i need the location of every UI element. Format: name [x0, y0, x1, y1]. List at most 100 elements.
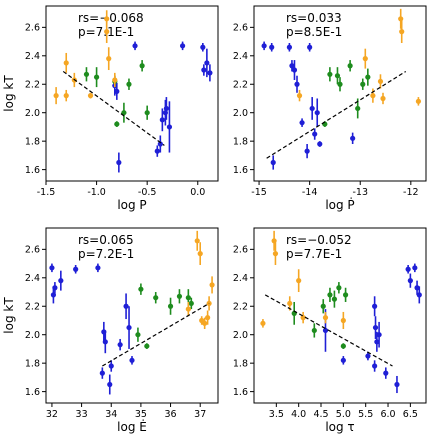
data-point — [334, 73, 341, 79]
x-tick-label: 6.5 — [403, 409, 418, 420]
x-tick-label: 34 — [105, 409, 117, 420]
x-tick-label: 5.5 — [358, 409, 373, 420]
x-tick-label: 33 — [76, 409, 88, 420]
data-point — [294, 81, 300, 87]
data-point — [331, 296, 338, 302]
data-point — [415, 98, 422, 104]
data-point — [121, 110, 127, 116]
x-tick-label: 37 — [194, 409, 206, 420]
x-tick-label: 3.5 — [269, 409, 284, 420]
data-point — [99, 370, 105, 376]
data-point — [299, 120, 305, 126]
data-point — [260, 320, 266, 326]
data-point — [185, 295, 191, 301]
data-point — [337, 81, 343, 87]
chart-panel-3: 32 33 34 35 36 37 1.6 1.8 2.0 2.2 2.4 2.6 log Ė log k… — [2, 227, 219, 434]
spearman-rs-label: rs=0.033 — [286, 11, 342, 25]
data-point — [340, 343, 346, 349]
data-point — [52, 285, 58, 291]
y-tick-label: 1.6 — [233, 387, 248, 398]
y-tick-label: 1.8 — [25, 358, 40, 369]
data-point — [126, 324, 132, 331]
data-point — [154, 148, 160, 154]
data-point — [114, 88, 120, 94]
data-point — [159, 117, 165, 123]
data-point — [405, 266, 411, 272]
y-tick-label: 2.0 — [233, 108, 248, 119]
x-tick-label: 32 — [46, 409, 58, 420]
data-point — [201, 67, 207, 73]
x-axis-label: log P — [117, 198, 146, 212]
data-point — [205, 315, 211, 321]
data-point — [383, 370, 389, 376]
y-tick-label: 1.8 — [233, 136, 248, 147]
data-point — [126, 81, 132, 87]
data-point — [207, 70, 213, 76]
data-point — [372, 303, 378, 309]
y-tick-label: 1.6 — [25, 387, 40, 398]
data-point — [83, 71, 90, 77]
data-point — [200, 44, 206, 50]
y-axis-label: log kT — [2, 75, 16, 112]
y-tick-label: 1.6 — [233, 165, 248, 176]
data-point — [327, 71, 333, 77]
data-point — [144, 110, 150, 116]
spearman-rs-label: rs=−0.068 — [78, 11, 144, 25]
data-point — [194, 238, 200, 244]
data-point — [50, 292, 57, 298]
data-point — [204, 60, 210, 66]
x-axis-label: log Ė — [117, 419, 147, 434]
data-point — [307, 44, 313, 50]
data-point — [93, 74, 100, 80]
data-point — [309, 105, 315, 112]
data-point — [312, 131, 318, 137]
data-point — [327, 292, 333, 298]
data-point — [320, 303, 326, 309]
data-point — [209, 282, 215, 288]
data-point — [114, 121, 120, 127]
data-point — [336, 285, 342, 291]
data-point — [144, 343, 150, 349]
data-point — [399, 29, 405, 35]
data-point — [296, 278, 302, 284]
data-point — [296, 93, 303, 99]
data-point — [49, 265, 55, 271]
y-tick-label: 2.2 — [25, 80, 40, 91]
data-point — [108, 363, 114, 369]
x-tick-label: 36 — [165, 409, 177, 420]
data-point — [360, 81, 366, 87]
x-axis-label: log Ṗ — [325, 197, 354, 212]
data-point — [340, 357, 346, 363]
y-tick-label: 2.4 — [25, 273, 40, 284]
data-point — [107, 381, 113, 388]
data-point — [123, 303, 129, 309]
y-tick-label: 1.8 — [25, 136, 40, 147]
data-point — [311, 327, 317, 334]
y-tick-label: 1.6 — [25, 165, 40, 176]
data-point — [102, 339, 108, 345]
data-point — [271, 238, 277, 244]
data-point — [355, 105, 361, 112]
data-point — [340, 317, 346, 324]
y-tick-label: 2.4 — [233, 273, 248, 284]
data-point — [287, 300, 293, 307]
data-point — [185, 306, 191, 312]
spearman-rs-label: rs=−0.052 — [286, 233, 352, 247]
plot-frame — [45, 5, 219, 182]
data-point — [58, 278, 64, 284]
data-point — [116, 159, 122, 166]
data-point — [317, 141, 323, 147]
x-tick-label: 4.0 — [291, 409, 306, 420]
x-axis-label: log τ — [325, 420, 354, 434]
data-point — [291, 67, 298, 73]
data-point — [372, 324, 379, 331]
data-point — [350, 135, 356, 141]
x-tick-label: -15 — [251, 187, 267, 198]
data-point — [304, 148, 310, 154]
data-point — [202, 320, 208, 326]
x-tick-label: 6.0 — [380, 409, 395, 420]
data-point — [300, 315, 306, 321]
y-tick-label: 2.4 — [233, 51, 248, 62]
data-point — [286, 44, 293, 50]
data-point — [87, 93, 94, 99]
